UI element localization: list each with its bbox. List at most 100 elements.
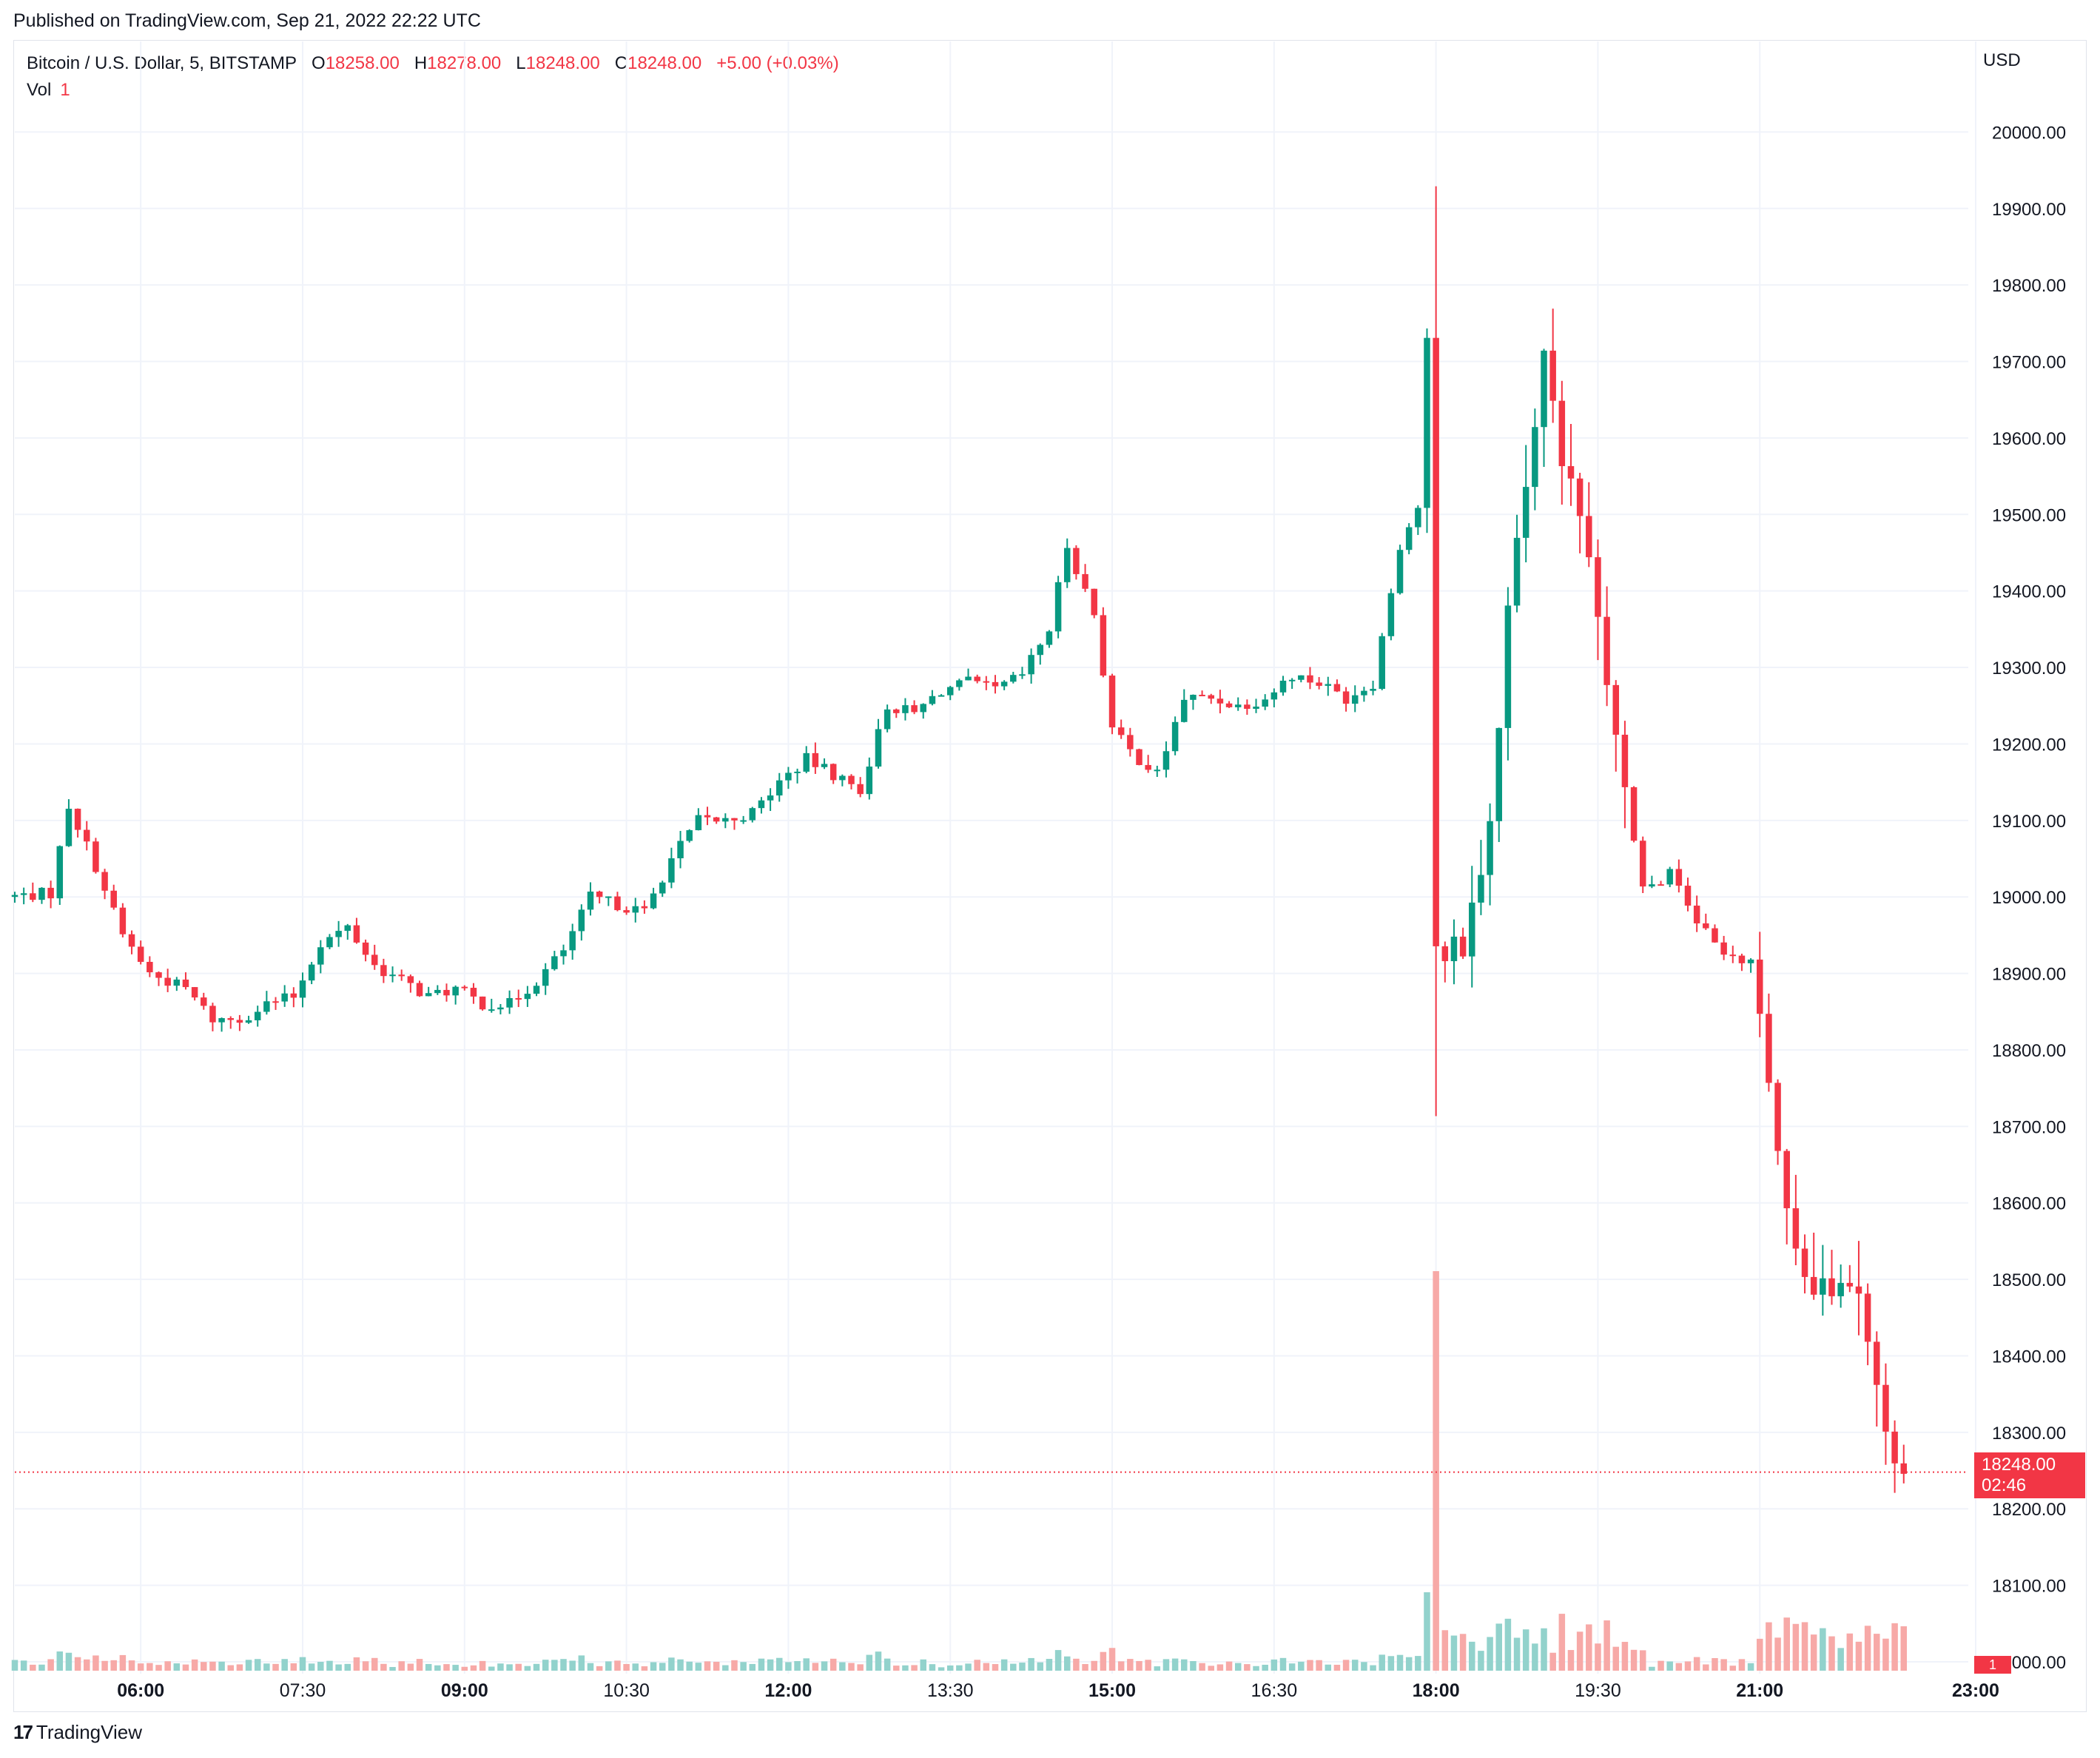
candle-body [290, 993, 297, 998]
volume-bar [1757, 1638, 1763, 1671]
candle-body [1325, 684, 1332, 686]
candle-body [1576, 478, 1584, 516]
volume-bar [1298, 1661, 1305, 1671]
volume-bar [227, 1665, 234, 1671]
volume-bar [946, 1665, 954, 1671]
volume-bar [11, 1660, 18, 1671]
volume-bar [1487, 1637, 1493, 1671]
volume-bar [1234, 1663, 1242, 1671]
volume-bar [1675, 1663, 1683, 1671]
volume-bar [1127, 1659, 1134, 1671]
volume-bar [1370, 1665, 1376, 1671]
candle-body [371, 954, 378, 966]
candle-body [1010, 675, 1017, 682]
volume-bar [1019, 1663, 1026, 1671]
candle-body [1424, 337, 1430, 508]
volume-label[interactable]: Vol [27, 80, 52, 100]
tradingview-logo-icon[interactable]: 17 [13, 1721, 33, 1743]
candle-body [794, 771, 801, 773]
candle-body [1900, 1463, 1908, 1474]
volume-bar [785, 1662, 792, 1671]
candle-body [344, 925, 351, 932]
candle-body [1666, 869, 1673, 885]
candle-body [1603, 616, 1610, 685]
volume-bar [1154, 1666, 1161, 1671]
volume-bar [1612, 1646, 1620, 1671]
candle-body [1774, 1082, 1781, 1151]
volume-bar [893, 1666, 900, 1671]
candle-body [1874, 1341, 1880, 1385]
currency-label[interactable]: USD [1983, 50, 2021, 70]
volume-bar [1333, 1664, 1341, 1671]
volume-bar [829, 1658, 837, 1671]
volume-bar [380, 1663, 387, 1671]
candle-body [1396, 550, 1404, 593]
volume-bar [1549, 1652, 1556, 1671]
candle-body [1487, 821, 1493, 875]
candle-body [1279, 680, 1287, 693]
candle-body [1253, 707, 1259, 709]
volume-legend: Vol 1 [27, 80, 70, 101]
y-axis: 18000.0018100.0018200.0018300.0018400.00… [1992, 123, 2066, 1673]
volume-bar [740, 1662, 747, 1671]
candle-body [1684, 886, 1692, 906]
x-tick-label: 07:30 [280, 1680, 326, 1701]
candle-body [1855, 1286, 1862, 1294]
candle-body [1117, 727, 1125, 735]
footer-brand[interactable]: TradingView [36, 1721, 142, 1743]
candle-body [839, 775, 846, 781]
chart-frame [13, 40, 2087, 1712]
candle-body [1271, 692, 1278, 700]
volume-bar [1874, 1634, 1880, 1671]
candle-body [1333, 684, 1341, 692]
volume-bar [488, 1666, 495, 1671]
volume-bar [1792, 1623, 1800, 1671]
volume-bar [443, 1664, 450, 1671]
candle-body [767, 795, 774, 801]
volume-bar [641, 1666, 648, 1671]
candle-body [119, 907, 127, 934]
candle-body [1100, 615, 1107, 676]
last-price-value: 18248.00 [1982, 1455, 2056, 1475]
volume-bar [434, 1665, 441, 1671]
symbol-title[interactable]: Bitcoin / U.S. Dollar, 5, BITSTAMP [27, 53, 297, 73]
volume-bar [1558, 1614, 1566, 1671]
volume-bar [677, 1659, 684, 1671]
candle-body [245, 1020, 252, 1023]
volume-bar [542, 1660, 549, 1671]
volume-bar [407, 1663, 414, 1671]
volume-bar [1658, 1660, 1664, 1671]
candle-body [776, 780, 783, 796]
y-tick-label: 18600.00 [1992, 1194, 2066, 1214]
volume-bar [92, 1655, 99, 1671]
candle-body [1712, 928, 1718, 943]
candle-body [380, 965, 387, 977]
volume-bar [191, 1659, 198, 1671]
candle-body [1820, 1278, 1826, 1295]
volume-bar [1891, 1623, 1898, 1671]
volume-bar [1253, 1666, 1259, 1671]
candle-body [829, 764, 837, 781]
volume-bar [1415, 1656, 1421, 1671]
y-tick-label: 18500.00 [1992, 1270, 2066, 1290]
close-value: 18248.00 [627, 53, 702, 73]
volume-bar [983, 1663, 990, 1671]
volume-bar [164, 1661, 171, 1671]
volume-bar [911, 1665, 918, 1671]
volume-bar [1900, 1626, 1908, 1671]
candle-body [1891, 1431, 1898, 1464]
candle-body [749, 808, 756, 821]
volume-bar [1091, 1660, 1097, 1671]
candle-body [425, 993, 432, 997]
candle-body [1495, 727, 1502, 821]
volume-bar [1145, 1660, 1151, 1671]
y-tick-label: 19300.00 [1992, 659, 2066, 678]
candle-body [659, 882, 666, 894]
volume-bar [1693, 1657, 1700, 1671]
volume-bar [281, 1659, 288, 1671]
volume-bar [1199, 1663, 1205, 1671]
open-label: O [312, 53, 326, 73]
candle-body [1828, 1278, 1835, 1296]
volume-bar [182, 1664, 189, 1671]
